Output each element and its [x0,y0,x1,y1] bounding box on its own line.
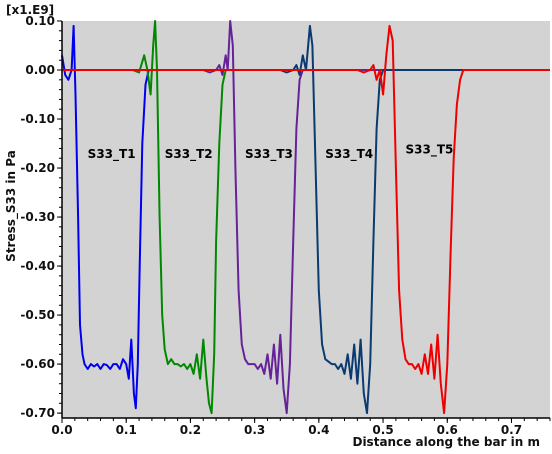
y-tick-label: -0.40 [20,259,55,273]
x-tick-label: 0.1 [116,423,137,437]
y-tick-label: -0.20 [20,161,55,175]
plot-background [62,21,550,418]
y-tick-label: -0.60 [20,357,55,371]
series-label-layer: S33_T1 S33_T2 S33_T3 S33_T4 S33_T5 [88,142,454,162]
y-axis-title: Stress_S33 in Pa [4,150,19,262]
y-tick-label: 0.10 [25,14,55,28]
y-multiplier-label: [x1.E9] [6,3,54,17]
series-line-s33-t3 [62,20,550,415]
y-tick-label: -0.30 [20,210,55,224]
y-tick-label: -0.10 [20,112,55,126]
y-tick-label: -0.50 [20,308,55,322]
x-tick-label: 0.5 [372,423,393,437]
x-tick-label: 0.6 [437,423,458,437]
x-axis-title: Distance along the bar in m [352,435,540,449]
series-line-s33-t4 [62,24,550,415]
series-line-s33-t5 [62,24,550,415]
x-tick-label: 0.0 [51,423,72,437]
series-label-s33-t3: S33_T3 [245,147,293,162]
x-tick-label: 0.2 [180,423,201,437]
x-tick-label: 0.4 [308,423,329,437]
series-label-s33-t5: S33_T5 [406,142,454,157]
series-label-s33-t4: S33_T4 [325,147,373,162]
y-tick-label: 0.00 [25,63,55,77]
y-tick-label: -0.70 [20,406,55,420]
x-tick-label: 0.3 [244,423,265,437]
tick-layer: 0.0 0.1 0.2 0.3 0.4 0.5 0.6 0.7 0.10 0.00 -0.10 -0.… [20,14,551,437]
series-label-s33-t2: S33_T2 [165,147,213,162]
series-label-s33-t1: S33_T1 [88,147,136,162]
x-tick-label: 0.7 [501,423,522,437]
series-layer [61,20,550,415]
